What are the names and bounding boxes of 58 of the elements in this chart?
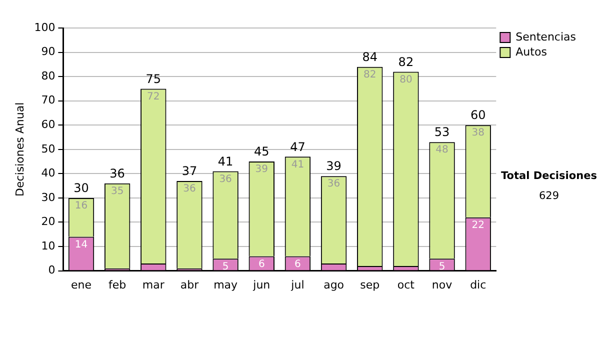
text: Total Decisiones xyxy=(500,170,598,182)
x-tick-label: jul xyxy=(290,278,304,292)
data-label: 35 xyxy=(110,186,124,197)
data-label: 5 xyxy=(438,261,446,272)
total-label: 36 xyxy=(110,166,125,181)
y-tick-label: 90 xyxy=(41,45,56,58)
x-tick-label: oct xyxy=(397,278,416,292)
data-label: 72 xyxy=(147,91,160,102)
y-tick-label: 40 xyxy=(41,166,56,180)
total-label: 53 xyxy=(434,125,450,140)
y-tick-label: 60 xyxy=(41,118,56,131)
y-tick-label: 30 xyxy=(41,190,56,204)
data-label: 48 xyxy=(436,144,448,156)
total-label: 45 xyxy=(254,144,270,159)
total-label: 47 xyxy=(290,140,306,154)
x-tick-label: feb xyxy=(108,278,126,292)
y-tick-label: 50 xyxy=(41,142,56,156)
data-label: 41 xyxy=(291,159,304,170)
x-tick-label: dic xyxy=(470,278,486,292)
data-label: 5 xyxy=(222,261,229,272)
x-tick-label: may xyxy=(214,278,238,292)
data-label: 22 xyxy=(472,220,484,231)
total-label: 75 xyxy=(146,72,162,86)
x-tick-label: nov xyxy=(432,278,453,292)
data-label: 6 xyxy=(258,258,265,270)
legend-label: Sentencias xyxy=(516,30,576,44)
data-label: 38 xyxy=(472,128,484,139)
text: 629 xyxy=(538,190,560,202)
total-label: 84 xyxy=(362,50,378,64)
x-tick-label: sep xyxy=(360,278,380,292)
data-label: 6 xyxy=(294,258,301,270)
total-label: 41 xyxy=(218,154,234,168)
y-tick-label: 10 xyxy=(41,239,56,252)
y-tick-label: 80 xyxy=(41,69,56,82)
data-label: 36 xyxy=(183,184,196,195)
y-tick-label: 20 xyxy=(41,215,56,228)
total-label: 30 xyxy=(74,181,89,196)
x-tick-label: ago xyxy=(324,278,344,292)
data-label: 36 xyxy=(219,174,232,185)
x-tick-label: jun xyxy=(252,278,270,292)
data-label: 39 xyxy=(255,164,268,176)
legend-label: Autos xyxy=(516,45,548,58)
data-label: 16 xyxy=(74,200,88,212)
y-tick-label: 0 xyxy=(48,264,56,277)
total-label: 82 xyxy=(398,54,414,69)
y-axis-title: Decisiones Anual xyxy=(13,102,26,196)
total-label: 37 xyxy=(182,164,198,178)
y-tick-label: 100 xyxy=(34,20,56,34)
data-label: 80 xyxy=(400,74,412,86)
y-tick-label: 70 xyxy=(41,94,56,107)
data-label: 14 xyxy=(74,239,88,250)
data-label: 82 xyxy=(364,69,376,80)
total-label: 39 xyxy=(326,159,342,174)
data-label: 36 xyxy=(327,178,340,190)
x-tick-label: abr xyxy=(180,278,200,292)
total-label: 60 xyxy=(470,108,486,122)
x-tick-label: mar xyxy=(142,278,165,292)
x-tick-label: ene xyxy=(70,278,92,292)
